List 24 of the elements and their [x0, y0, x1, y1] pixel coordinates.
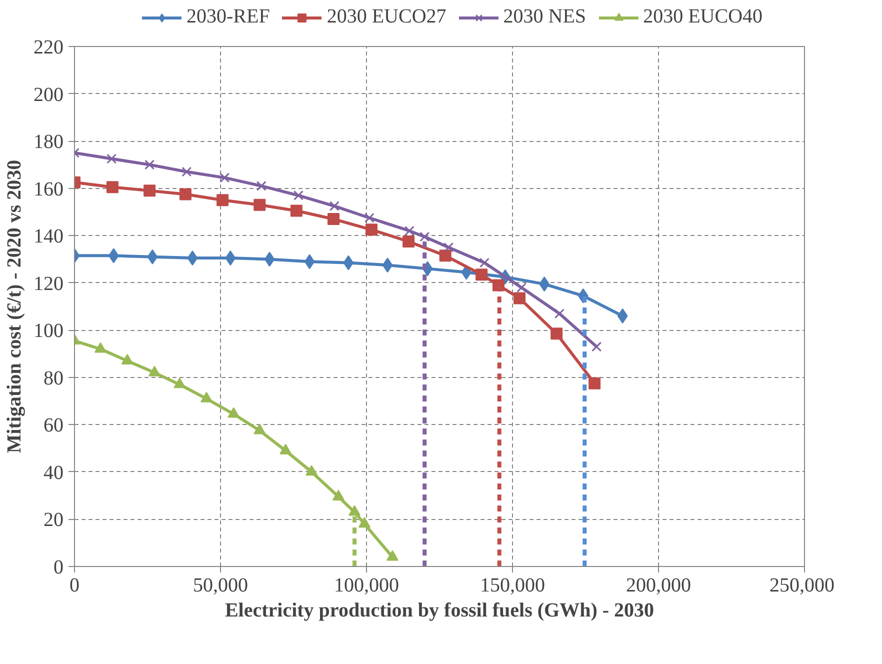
y-axis-title: Mitigation cost (€/t) - 2020 vs 2030	[4, 160, 26, 454]
x-tick-label: 200,000	[626, 574, 691, 596]
y-tick-label: 220	[34, 36, 64, 58]
x-tick-label: 50,000	[193, 574, 248, 596]
y-tick-label: 60	[44, 414, 64, 437]
y-tick-label: 80	[44, 367, 64, 390]
y-tick-label: 20	[44, 509, 64, 532]
y-tick-label: 200	[34, 84, 64, 106]
x-tick-label: 100,000	[334, 574, 399, 596]
legend-label: 2030 NES	[503, 6, 586, 28]
x-axis-title: Electricity production by fossil fuels (GWh) - 2030	[224, 600, 654, 622]
legend-label: 2030 EUCO40	[643, 6, 763, 28]
x-tick-label: 0	[70, 574, 80, 596]
y-tick-label: 40	[44, 462, 64, 484]
legend-label: 2030-REF	[186, 6, 270, 28]
x-tick-label: 250,000	[770, 574, 834, 596]
y-tick-label: 140	[34, 226, 64, 248]
legend-label: 2030 EUCO27	[326, 6, 446, 28]
y-tick-label: 160	[34, 178, 64, 200]
y-tick-label: 100	[34, 320, 64, 342]
y-tick-label: 120	[34, 272, 64, 295]
x-tick-label: 150,000	[480, 574, 545, 596]
y-tick-label: 0	[54, 556, 64, 578]
y-tick-label: 180	[34, 131, 64, 154]
